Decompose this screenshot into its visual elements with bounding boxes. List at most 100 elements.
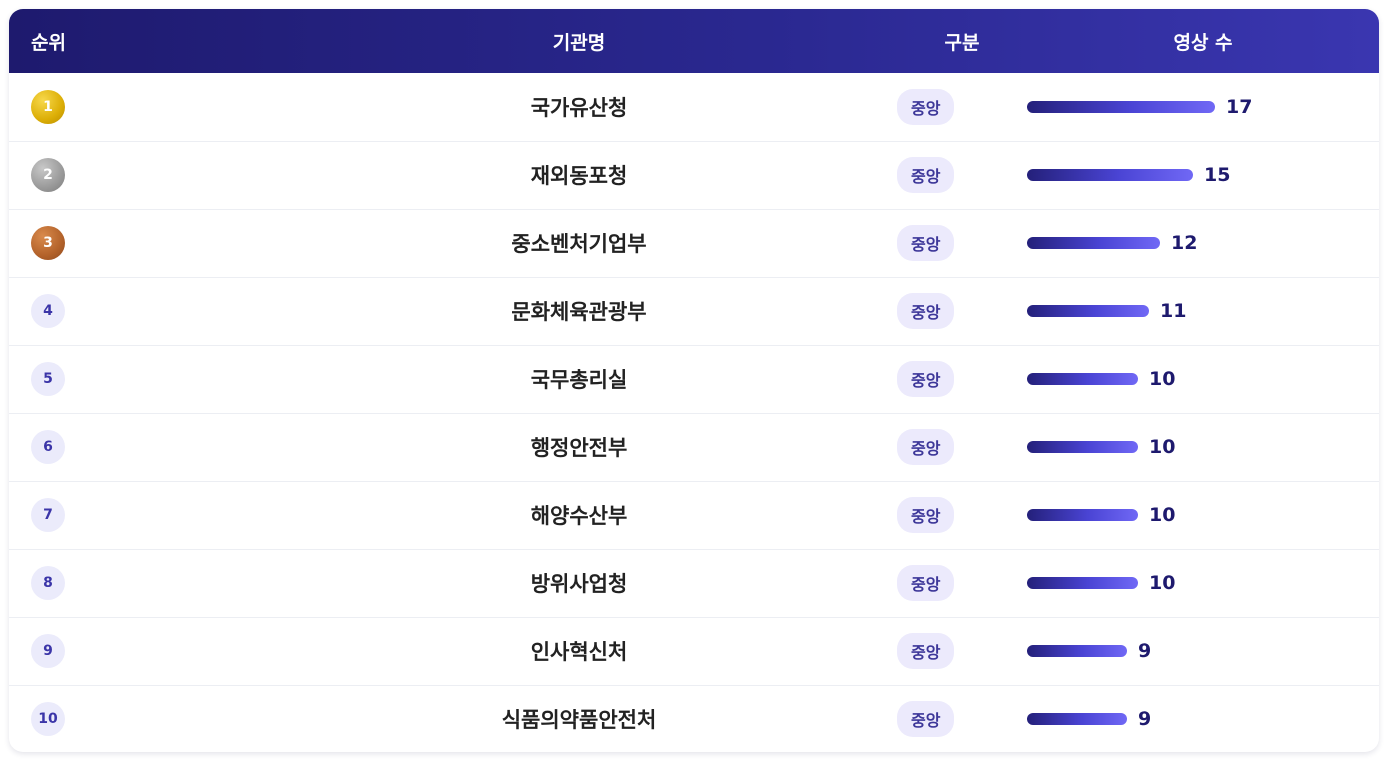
count-value: 10 [1149,572,1176,594]
rank-cell: 5 [9,345,111,413]
count-bar-wrap: 15 [1027,164,1379,186]
count-value: 17 [1226,95,1253,118]
rank-cell: 8 [9,549,111,617]
table-row[interactable]: 5 국무총리실 중앙 10 [9,345,1379,413]
count-cell: 9 [1027,617,1379,685]
table-row[interactable]: 3 중소벤처기업부 중앙 12 [9,209,1379,277]
count-bar [1027,237,1160,249]
agency-name: 문화체육관광부 [511,300,647,324]
gold-medal-badge: 1 [31,89,65,124]
count-value: 9 [1138,640,1152,662]
count-bar [1027,305,1149,317]
count-bar [1027,645,1127,657]
count-bar-wrap: 10 [1027,436,1379,458]
count-bar [1027,169,1193,181]
type-cell: 중앙 [897,481,1027,549]
rank-cell: 7 [9,481,111,549]
header-count: 영상 수 [1173,31,1233,54]
agency-name: 국무총리실 [530,368,628,392]
count-bar-wrap: 17 [1027,96,1379,118]
silver-medal-badge: 2 [31,158,65,192]
agency-name: 행정안전부 [530,436,628,460]
table-row[interactable]: 10 식품의약품안전처 중앙 9 [9,685,1379,752]
count-bar [1027,373,1138,385]
type-cell: 중앙 [897,345,1027,413]
header-rank: 순위 [31,31,66,54]
type-badge: 중앙 [897,157,955,193]
type-badge: 중앙 [897,497,955,533]
ranking-table: 순위 기관명 구분 영상 수 1 국가유산청 중앙 17 2 재외동포청 중앙 15 3 중소벤처… [9,9,1379,752]
count-value: 9 [1138,708,1152,731]
count-value: 10 [1149,504,1176,526]
type-badge: 중앙 [897,361,955,397]
count-value: 10 [1149,436,1176,458]
count-value: 11 [1160,300,1187,322]
count-bar [1027,577,1138,589]
rank-cell: 9 [9,617,111,685]
table-row[interactable]: 4 문화체육관광부 중앙 11 [9,277,1379,345]
rank-cell: 10 [9,685,111,752]
count-cell: 10 [1027,345,1379,413]
rank-badge: 7 [31,498,65,532]
count-cell: 12 [1027,209,1379,277]
count-cell: 17 [1027,73,1379,141]
rank-badge: 4 [31,294,65,328]
count-bar-wrap: 9 [1027,640,1379,662]
count-value: 15 [1204,164,1231,186]
count-cell: 10 [1027,413,1379,481]
agency-name: 중소벤처기업부 [511,232,647,256]
table-row[interactable]: 9 인사혁신처 중앙 9 [9,617,1379,685]
count-cell: 10 [1027,481,1379,549]
rank-badge: 10 [31,702,65,737]
type-badge: 중앙 [897,429,955,465]
rank-cell: 3 [9,209,111,277]
type-badge: 중앙 [897,633,955,669]
agency-name: 인사혁신처 [530,640,628,664]
type-cell: 중앙 [897,617,1027,685]
type-cell: 중앙 [897,73,1027,141]
type-cell: 중앙 [897,685,1027,752]
ranking-card: 순위 기관명 구분 영상 수 1 국가유산청 중앙 17 2 재외동포청 중앙 15 3 중소벤처… [9,9,1379,752]
table-row[interactable]: 7 해양수산부 중앙 10 [9,481,1379,549]
count-bar-wrap: 12 [1027,232,1379,254]
count-cell: 9 [1027,685,1379,752]
agency-name: 방위사업청 [530,572,628,596]
agency-name: 식품의약품안전처 [501,708,657,733]
type-cell: 중앙 [897,209,1027,277]
count-bar [1027,713,1127,726]
type-cell: 중앙 [897,277,1027,345]
type-badge: 중앙 [897,565,955,601]
rank-badge: 9 [31,634,65,668]
count-bar [1027,509,1138,521]
count-bar-wrap: 10 [1027,368,1379,390]
agency-name: 재외동포청 [530,164,628,188]
agency-name: 해양수산부 [530,504,628,528]
rank-badge: 5 [31,362,65,396]
count-cell: 11 [1027,277,1379,345]
type-badge: 중앙 [897,225,955,261]
type-cell: 중앙 [897,141,1027,209]
table-row[interactable]: 2 재외동포청 중앙 15 [9,141,1379,209]
table-header: 순위 기관명 구분 영상 수 [9,9,1379,73]
rank-cell: 2 [9,141,111,209]
agency-name: 국가유산청 [530,95,628,120]
type-cell: 중앙 [897,549,1027,617]
count-cell: 15 [1027,141,1379,209]
count-cell: 10 [1027,549,1379,617]
bronze-medal-badge: 3 [31,226,65,260]
rank-cell: 4 [9,277,111,345]
table-row[interactable]: 8 방위사업청 중앙 10 [9,549,1379,617]
count-bar-wrap: 10 [1027,572,1379,594]
type-badge: 중앙 [897,293,955,329]
header-name: 기관명 [552,31,606,54]
count-bar-wrap: 9 [1027,708,1379,730]
header-type: 구분 [944,31,980,54]
count-value: 10 [1149,368,1176,390]
table-row[interactable]: 1 국가유산청 중앙 17 [9,73,1379,141]
count-bar [1027,441,1138,453]
count-value: 12 [1171,232,1198,254]
rank-cell: 1 [9,73,111,141]
type-cell: 중앙 [897,413,1027,481]
table-row[interactable]: 6 행정안전부 중앙 10 [9,413,1379,481]
rank-cell: 6 [9,413,111,481]
